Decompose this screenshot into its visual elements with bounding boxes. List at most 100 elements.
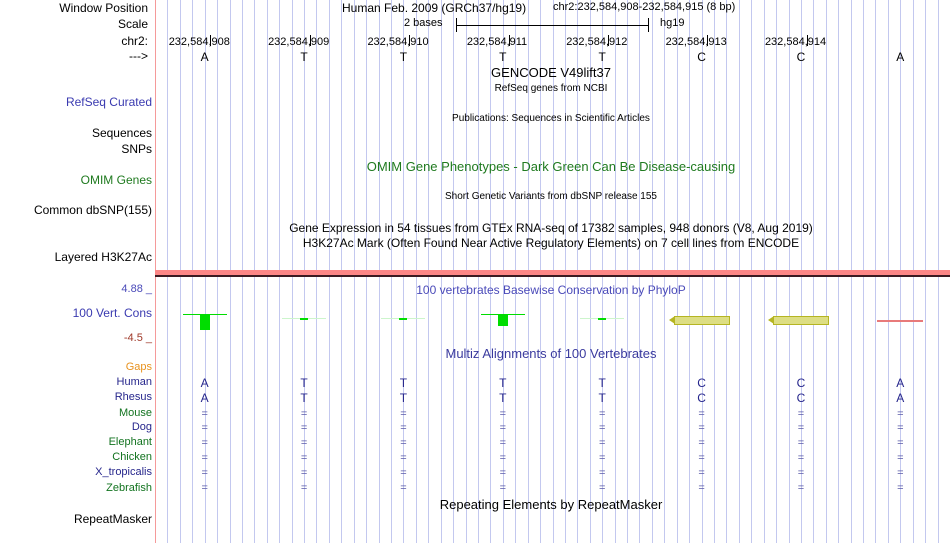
feature-arrow[interactable] [767,316,829,325]
track-label-cons-max-value[interactable]: 4.88 _ [121,283,152,295]
alignment-cell-mouse[interactable]: = [797,408,805,420]
track-label-repeatmasker[interactable]: RepeatMasker [73,512,152,526]
alignment-cell-dog[interactable]: = [897,422,904,434]
alignment-cell-x_tropicalis[interactable]: = [698,467,705,479]
alignment-cell-chicken[interactable]: = [897,452,904,464]
track-title-repeatmasker[interactable]: Repeating Elements by RepeatMasker [439,497,663,512]
alignment-cell-chicken[interactable]: = [499,452,507,464]
track-title-refseq-ncbi[interactable]: RefSeq genes from NCBI [494,83,608,94]
track-label-snps[interactable]: SNPs [121,142,152,156]
alignment-cell-x_tropicalis[interactable]: = [201,467,208,479]
track-label-species-rhesus[interactable]: Rhesus [114,391,152,403]
alignment-cell-x_tropicalis[interactable]: = [300,467,308,479]
alignment-cell-zebrafish[interactable]: = [897,482,904,494]
conservation-bar[interactable] [300,318,309,320]
alignment-cell-elephant[interactable]: = [300,437,308,449]
alignment-cell-rhesus[interactable]: T [598,391,606,405]
alignment-cell-rhesus[interactable]: T [499,391,507,405]
track-label-species-chicken[interactable]: Chicken [112,451,152,463]
track-label-species-mouse[interactable]: Mouse [118,407,152,419]
alignment-cell-elephant[interactable]: = [499,437,507,449]
track-label-species-dog[interactable]: Dog [131,421,152,433]
alignment-cell-zebrafish[interactable]: = [400,482,407,494]
alignment-cell-elephant[interactable]: = [201,437,208,449]
track-label-species-x-tropicalis[interactable]: X_tropicalis [95,466,152,478]
alignment-cell-rhesus[interactable]: C [697,391,706,405]
track-label-species-zebrafish[interactable]: Zebrafish [106,482,152,494]
track-label-species-human[interactable]: Human [116,376,152,388]
alignment-cell-mouse[interactable]: = [698,408,705,420]
alignment-cell-rhesus[interactable]: C [796,391,806,405]
feature-arrow[interactable] [668,316,730,325]
alignment-cell-x_tropicalis[interactable]: = [897,467,904,479]
alignment-cell-human[interactable]: T [598,376,606,390]
track-title-omim[interactable]: OMIM Gene Phenotypes - Dark Green Can Be… [366,159,736,174]
alignment-cell-dog[interactable]: = [499,422,507,434]
alignment-cell-mouse[interactable]: = [598,408,606,420]
conservation-bar[interactable] [399,318,408,320]
alignment-cell-rhesus[interactable]: T [300,391,308,405]
alignment-cell-zebrafish[interactable]: = [698,482,705,494]
alignment-cell-human[interactable]: T [399,376,408,390]
alignment-cell-zebrafish[interactable]: = [201,482,208,494]
track-label-vert-cons[interactable]: 100 Vert. Cons [72,306,152,320]
alignment-cell-zebrafish[interactable]: = [300,482,308,494]
track-title-publications[interactable]: Publications: Sequences in Scientific Ar… [452,113,650,124]
conservation-bar[interactable] [497,314,508,326]
alignment-cell-x_tropicalis[interactable]: = [400,467,407,479]
alignment-cell-human[interactable]: A [200,376,209,390]
alignment-cell-zebrafish[interactable]: = [797,482,805,494]
alignment-cell-dog[interactable]: = [201,422,208,434]
alignment-cell-rhesus[interactable]: A [200,391,209,405]
track-label-gaps[interactable]: Gaps [125,361,152,373]
alignment-cell-chicken[interactable]: = [300,452,308,464]
alignment-cell-mouse[interactable]: = [897,408,904,420]
track-label-refseq-curated[interactable]: RefSeq Curated [65,95,152,109]
alignment-cell-zebrafish[interactable]: = [598,482,606,494]
alignment-cell-human[interactable]: C [697,376,706,390]
alignment-cell-dog[interactable]: = [598,422,606,434]
alignment-cell-dog[interactable]: = [400,422,407,434]
track-label-cons-min-value[interactable]: -4.5 _ [123,332,152,344]
alignment-cell-human[interactable]: T [499,376,507,390]
alignment-cell-zebrafish[interactable]: = [499,482,507,494]
track-label-omim-genes[interactable]: OMIM Genes [80,173,152,187]
alignment-cell-elephant[interactable]: = [797,437,805,449]
track-label-common-dbsnp[interactable]: Common dbSNP(155) [33,203,152,217]
track-title-dbsnp[interactable]: Short Genetic Variants from dbSNP releas… [445,191,657,202]
track-label-sequences[interactable]: Sequences [91,126,152,140]
alignment-cell-chicken[interactable]: = [598,452,606,464]
conservation-negative-line[interactable] [877,320,924,322]
conservation-bar[interactable] [199,314,210,330]
alignment-cell-dog[interactable]: = [300,422,308,434]
track-label-species-elephant[interactable]: Elephant [108,436,152,448]
alignment-cell-chicken[interactable]: = [698,452,705,464]
alignment-cell-chicken[interactable]: = [400,452,407,464]
alignment-cell-elephant[interactable]: = [598,437,606,449]
conservation-bar[interactable] [598,318,607,320]
alignment-cell-rhesus[interactable]: T [399,391,408,405]
alignment-cell-x_tropicalis[interactable]: = [598,467,606,479]
alignment-cell-human[interactable]: A [896,376,905,390]
track-title-phylop[interactable]: 100 vertebrates Basewise Conservation by… [416,283,686,297]
alignment-cell-elephant[interactable]: = [897,437,904,449]
alignment-cell-mouse[interactable]: = [499,408,507,420]
alignment-cell-x_tropicalis[interactable]: = [499,467,507,479]
alignment-cell-human[interactable]: T [300,376,308,390]
alignment-cell-x_tropicalis[interactable]: = [797,467,805,479]
alignment-cell-mouse[interactable]: = [400,408,407,420]
track-title-h3k27ac[interactable]: H3K27Ac Mark (Often Found Near Active Re… [302,236,800,250]
track-title-multiz[interactable]: Multiz Alignments of 100 Vertebrates [445,346,657,361]
track-label-layered-h3k27ac[interactable]: Layered H3K27Ac [54,250,152,264]
alignment-cell-dog[interactable]: = [797,422,805,434]
track-title-gencode[interactable]: GENCODE V49lift37 [491,65,611,80]
alignment-cell-dog[interactable]: = [698,422,705,434]
alignment-cell-elephant[interactable]: = [698,437,705,449]
alignment-cell-rhesus[interactable]: A [896,391,905,405]
alignment-cell-mouse[interactable]: = [300,408,308,420]
alignment-cell-elephant[interactable]: = [400,437,407,449]
alignment-cell-mouse[interactable]: = [201,408,208,420]
track-title-gtex[interactable]: Gene Expression in 54 tissues from GTEx … [289,221,813,235]
alignment-cell-human[interactable]: C [796,376,806,390]
